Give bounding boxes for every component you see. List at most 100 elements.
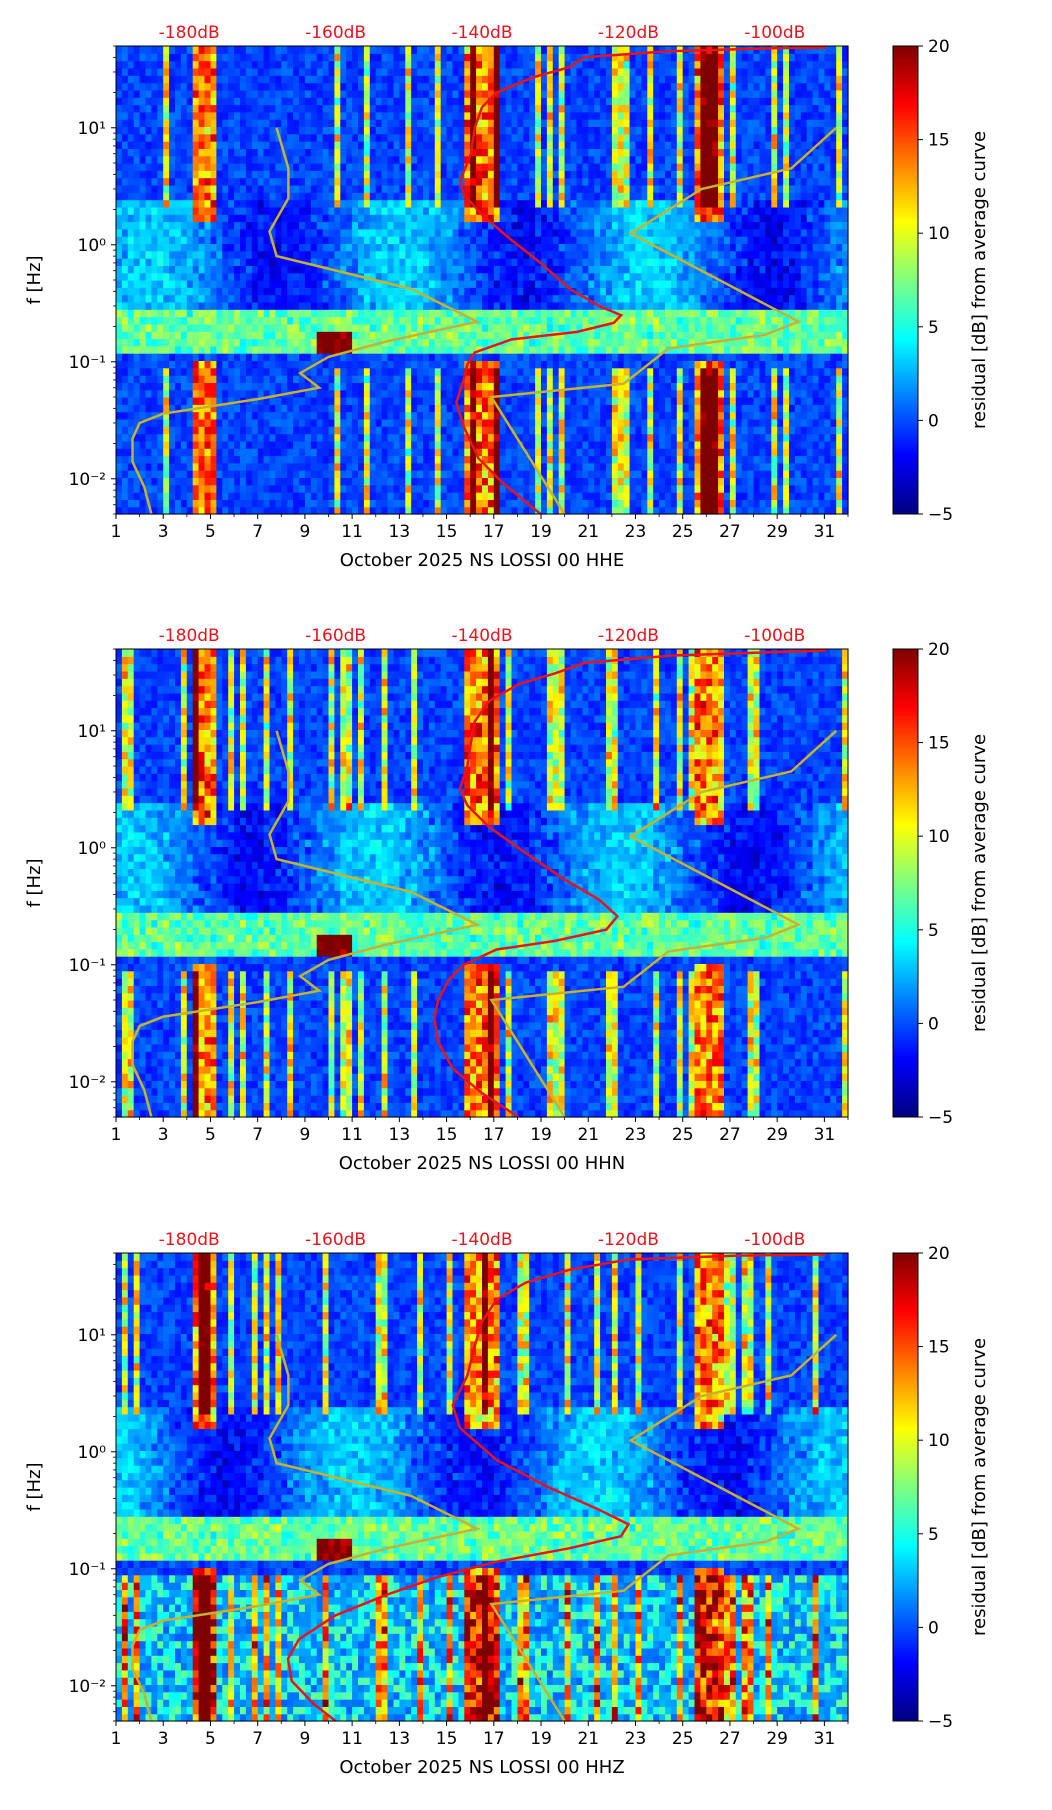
heatmap-cell xyxy=(323,236,330,244)
heatmap-cell xyxy=(205,156,212,164)
heatmap-cell xyxy=(128,251,135,259)
heatmap-cell xyxy=(116,317,123,325)
heatmap-cell xyxy=(346,163,353,171)
heatmap-cell xyxy=(228,309,235,317)
heatmap-cell xyxy=(163,287,170,295)
heatmap-cell xyxy=(163,485,170,493)
heatmap-cell xyxy=(340,434,347,442)
heatmap-cell xyxy=(222,390,229,398)
heatmap-cell xyxy=(211,265,218,273)
heatmap-cell xyxy=(275,192,282,200)
heatmap-cell xyxy=(222,141,229,149)
heatmap-cell xyxy=(122,448,128,456)
heatmap-cell xyxy=(157,317,164,325)
heatmap-cell xyxy=(240,353,247,361)
heatmap-cell xyxy=(146,324,153,332)
heatmap-cell xyxy=(293,200,300,208)
heatmap-cell xyxy=(187,346,194,354)
heatmap-cell xyxy=(264,68,271,76)
heatmap-cell xyxy=(228,419,235,427)
heatmap-cell xyxy=(323,360,330,368)
heatmap-cell xyxy=(234,243,241,251)
heatmap-cell xyxy=(346,507,353,515)
heatmap-cell xyxy=(181,477,188,485)
heatmap-cell xyxy=(157,148,164,156)
heatmap-cell xyxy=(299,75,306,83)
heatmap-cell xyxy=(169,75,176,83)
heatmap-cell xyxy=(128,309,135,317)
heatmap-cell xyxy=(287,222,294,230)
heatmap-cell xyxy=(252,53,258,61)
heatmap-cell xyxy=(151,382,158,390)
heatmap-cell xyxy=(175,68,182,76)
heatmap-cell xyxy=(275,477,282,485)
heatmap-cell xyxy=(317,331,324,339)
heatmap-cell xyxy=(329,309,336,317)
heatmap-cell xyxy=(258,97,265,105)
heatmap-cell xyxy=(193,368,200,376)
heatmap-cell xyxy=(140,126,147,134)
heatmap-cell xyxy=(334,477,341,485)
heatmap-cell xyxy=(181,273,188,281)
heatmap-cell xyxy=(175,243,182,251)
heatmap-cell xyxy=(311,280,318,288)
heatmap-cell xyxy=(151,200,158,208)
heatmap-cell xyxy=(122,126,128,134)
heatmap-cell xyxy=(264,324,271,332)
heatmap-cell xyxy=(193,258,200,266)
heatmap-cell xyxy=(240,456,247,464)
heatmap-cell xyxy=(128,507,135,515)
heatmap-cell xyxy=(270,192,277,200)
heatmap-cell xyxy=(187,507,194,515)
heatmap-cell xyxy=(275,222,282,230)
heatmap-cell xyxy=(264,419,271,427)
heatmap-cell xyxy=(122,105,128,113)
heatmap-cell xyxy=(234,134,241,142)
heatmap-cell xyxy=(128,134,135,142)
heatmap-cell xyxy=(305,156,312,164)
heatmap-cell xyxy=(122,360,128,368)
heatmap-cell xyxy=(222,112,229,120)
heatmap-cell xyxy=(329,331,336,339)
heatmap-cell xyxy=(311,317,318,325)
heatmap-cell xyxy=(299,105,306,113)
heatmap-cell xyxy=(205,258,212,266)
heatmap-cell xyxy=(252,273,258,281)
heatmap-cell xyxy=(305,302,312,310)
heatmap-cell xyxy=(287,287,294,295)
heatmap-cell xyxy=(228,448,235,456)
heatmap-cell xyxy=(264,97,271,105)
heatmap-cell xyxy=(275,346,282,354)
heatmap-cell xyxy=(264,185,271,193)
heatmap-cell xyxy=(116,251,123,259)
heatmap-cell xyxy=(222,470,229,478)
heatmap-cell xyxy=(252,126,258,134)
heatmap-cell xyxy=(240,185,247,193)
heatmap-cell xyxy=(317,470,324,478)
heatmap-cell xyxy=(211,258,218,266)
heatmap-cell xyxy=(205,287,212,295)
heatmap-cell xyxy=(299,207,306,215)
heatmap-cell xyxy=(287,302,294,310)
heatmap-cell xyxy=(305,426,312,434)
heatmap-cell xyxy=(264,178,271,186)
heatmap-cell xyxy=(329,200,336,208)
heatmap-cell xyxy=(287,243,294,251)
heatmap-cell xyxy=(175,280,182,288)
heatmap-cell xyxy=(216,170,223,178)
heatmap-cell xyxy=(317,441,324,449)
heatmap-cell xyxy=(175,434,182,442)
heatmap-cell xyxy=(157,178,164,186)
heatmap-cell xyxy=(346,200,353,208)
heatmap-cell xyxy=(151,258,158,266)
heatmap-cell xyxy=(181,258,188,266)
heatmap-cell xyxy=(140,156,147,164)
heatmap-cell xyxy=(199,463,206,471)
heatmap-cell xyxy=(140,499,147,507)
heatmap-cell xyxy=(228,375,235,383)
heatmap-cell xyxy=(317,287,324,295)
heatmap-cell xyxy=(287,507,294,515)
heatmap-cell xyxy=(234,485,241,493)
heatmap-cell xyxy=(252,214,258,222)
heatmap-cell xyxy=(193,222,200,230)
